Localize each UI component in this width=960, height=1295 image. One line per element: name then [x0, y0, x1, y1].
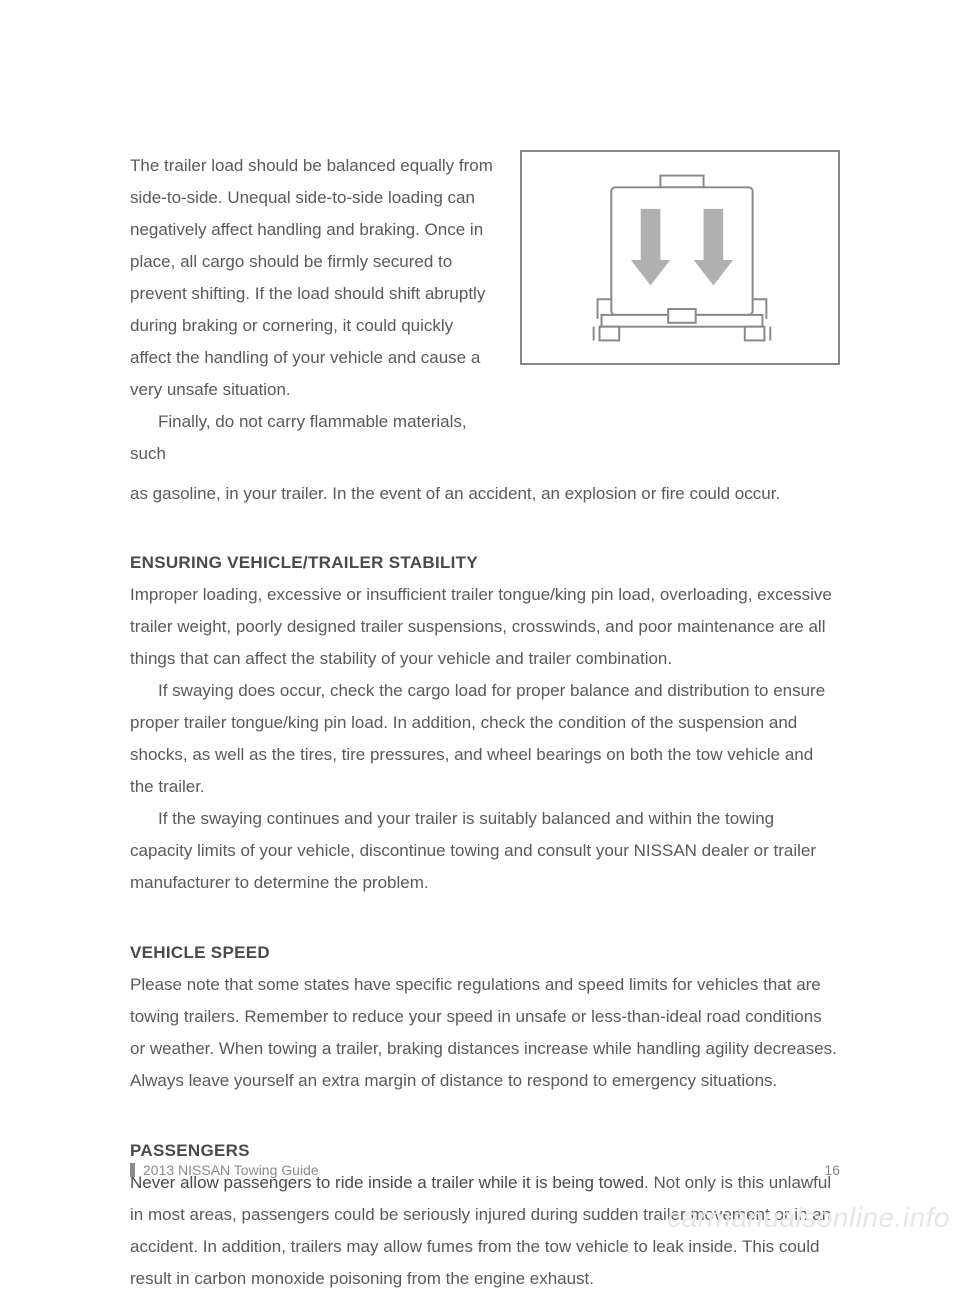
footer-title-wrap: 2013 NISSAN Towing Guide	[130, 1162, 319, 1178]
trailer-rear-icon	[522, 152, 838, 363]
footer-bar-icon	[130, 1163, 135, 1177]
intro-row: The trailer load should be balanced equa…	[130, 150, 840, 470]
footer-page-number: 16	[824, 1162, 840, 1178]
stability-heading: ENSURING VEHICLE/TRAILER STABILITY	[130, 553, 840, 573]
stability-p1: Improper loading, excessive or insuffici…	[130, 579, 840, 675]
section-stability: ENSURING VEHICLE/TRAILER STABILITY Impro…	[130, 553, 840, 899]
page-footer: 2013 NISSAN Towing Guide 16	[130, 1162, 840, 1178]
footer-title: 2013 NISSAN Towing Guide	[143, 1162, 319, 1178]
trailer-rear-figure	[520, 150, 840, 365]
intro-paragraph-3: as gasoline, in your trailer. In the eve…	[130, 478, 840, 510]
section-speed: VEHICLE SPEED Please note that some stat…	[130, 943, 840, 1097]
passengers-heading: PASSENGERS	[130, 1141, 840, 1161]
intro-text-col: The trailer load should be balanced equa…	[130, 150, 496, 470]
watermark-text: carmanualsonline.info	[667, 1202, 950, 1234]
manual-page: The trailer load should be balanced equa…	[0, 0, 960, 1242]
intro-paragraph-1: The trailer load should be balanced equa…	[130, 150, 496, 406]
speed-heading: VEHICLE SPEED	[130, 943, 840, 963]
intro-paragraph-2: Finally, do not carry flammable material…	[130, 406, 496, 470]
stability-p3: If the swaying continues and your traile…	[130, 803, 840, 899]
speed-p1: Please note that some states have specif…	[130, 969, 840, 1097]
stability-p2: If swaying does occur, check the cargo l…	[130, 675, 840, 803]
